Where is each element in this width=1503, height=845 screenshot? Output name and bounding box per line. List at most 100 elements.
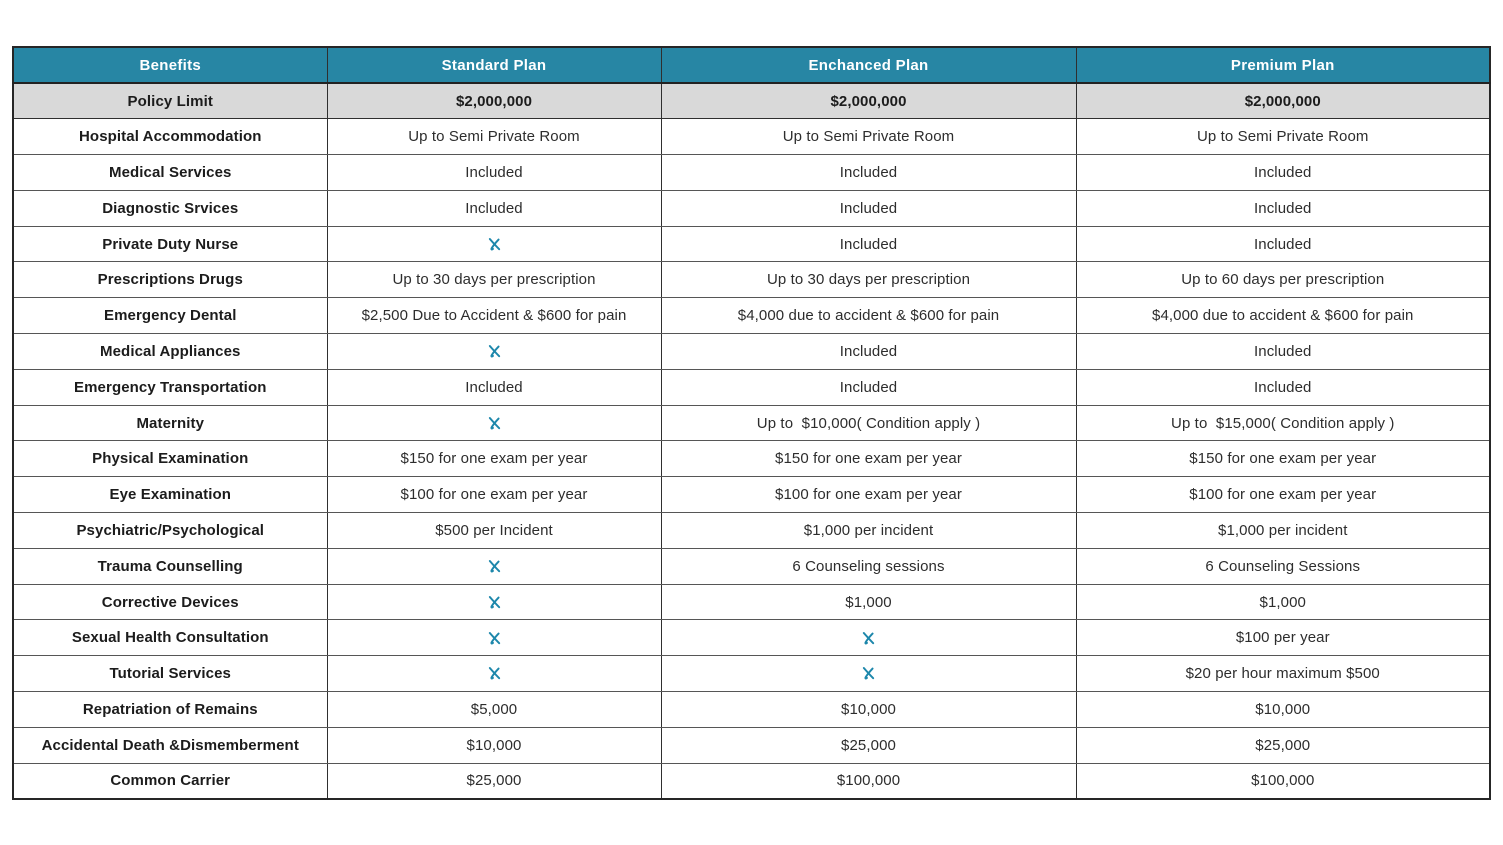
plan-value-cell bbox=[326, 619, 662, 657]
plan-value-cell: $150 for one exam per year bbox=[1075, 440, 1491, 478]
table-row: Maternity Up to $10,000( Condition apply … bbox=[12, 404, 1491, 442]
plan-value-cell: $25,000 bbox=[326, 762, 662, 800]
column-header-premium-plan: Premium Plan bbox=[1075, 46, 1491, 84]
benefit-label: Policy Limit bbox=[12, 82, 328, 120]
plan-value-cell: $4,000 due to accident & $600 for pain bbox=[1075, 297, 1491, 335]
plan-value-cell: $25,000 bbox=[1075, 726, 1491, 764]
table-row: Psychiatric/Psychological $500 per Incide… bbox=[12, 512, 1491, 549]
plan-value-cell: $20 per hour maximum $500 bbox=[1075, 655, 1491, 693]
not-covered-icon bbox=[486, 236, 503, 253]
not-covered-icon bbox=[486, 594, 503, 611]
benefit-label: Psychiatric/Psychological bbox=[12, 512, 328, 549]
plan-value-cell: $1,000 bbox=[660, 583, 1077, 621]
plan-value-cell: Included bbox=[326, 189, 662, 227]
plan-value-cell: Included bbox=[326, 154, 662, 191]
table-row: Policy Limit $2,000,000 $2,000,000 $2,000,0… bbox=[12, 82, 1491, 120]
plan-value-cell: $10,000 bbox=[1075, 691, 1491, 728]
plan-value-cell: Up to Semi Private Room bbox=[326, 118, 662, 156]
benefit-label: Trauma Counselling bbox=[12, 547, 328, 585]
plan-value-cell: Included bbox=[1075, 333, 1491, 370]
benefit-label: Physical Examination bbox=[12, 440, 328, 478]
not-covered-icon bbox=[860, 665, 877, 682]
plan-value-cell bbox=[326, 225, 662, 263]
plan-value-cell: Included bbox=[326, 368, 662, 406]
plan-comparison-table-container: Benefits Standard Plan Enchanced Plan Pr… bbox=[12, 46, 1491, 800]
table-row: Prescriptions Drugs Up to 30 days per pre… bbox=[12, 261, 1491, 299]
table-row: Eye Examination $100 for one exam per yea… bbox=[12, 476, 1491, 514]
plan-value-cell: Up to 60 days per prescription bbox=[1075, 261, 1491, 299]
plan-value-cell: Up to 30 days per prescription bbox=[660, 261, 1077, 299]
plan-value-cell: Included bbox=[1075, 189, 1491, 227]
benefit-label: Prescriptions Drugs bbox=[12, 261, 328, 299]
table-row: Emergency Dental $2,500 Due to Accident &… bbox=[12, 297, 1491, 335]
not-covered-icon bbox=[486, 665, 503, 682]
plan-value-cell: $1,000 per incident bbox=[1075, 512, 1491, 549]
plan-value-cell: $100 for one exam per year bbox=[660, 476, 1077, 514]
benefit-label: Corrective Devices bbox=[12, 583, 328, 621]
plan-value-cell bbox=[326, 333, 662, 370]
plan-value-cell bbox=[326, 404, 662, 442]
plan-value-cell: $500 per Incident bbox=[326, 512, 662, 549]
benefit-label: Diagnostic Srvices bbox=[12, 189, 328, 227]
plan-value-cell: $150 for one exam per year bbox=[326, 440, 662, 478]
table-row: Hospital Accommodation Up to Semi Private… bbox=[12, 118, 1491, 156]
plan-value-cell bbox=[326, 655, 662, 693]
not-covered-icon bbox=[486, 343, 503, 360]
table-row: Emergency Transportation Included Included… bbox=[12, 368, 1491, 406]
plan-value-cell: Up to $10,000( Condition apply ) bbox=[660, 404, 1077, 442]
column-header-benefits: Benefits bbox=[12, 46, 328, 84]
benefit-label: Medical Services bbox=[12, 154, 328, 191]
plan-value-cell: $100 for one exam per year bbox=[1075, 476, 1491, 514]
not-covered-icon bbox=[486, 630, 503, 647]
benefit-label: Maternity bbox=[12, 404, 328, 442]
plan-value-cell: Included bbox=[1075, 225, 1491, 263]
plan-value-cell bbox=[326, 547, 662, 585]
benefit-label: Medical Appliances bbox=[12, 333, 328, 370]
plan-value-cell: $100,000 bbox=[660, 762, 1077, 800]
benefit-label: Emergency Dental bbox=[12, 297, 328, 335]
table-row: Sexual Health Consultation $100 per year bbox=[12, 619, 1491, 657]
plan-value-cell: $10,000 bbox=[326, 726, 662, 764]
benefit-label: Eye Examination bbox=[12, 476, 328, 514]
table-row: Private Duty Nurse Included Included bbox=[12, 225, 1491, 263]
column-header-enchanced-plan: Enchanced Plan bbox=[660, 46, 1077, 84]
plan-value-cell: Up to 30 days per prescription bbox=[326, 261, 662, 299]
not-covered-icon bbox=[486, 415, 503, 432]
table-row: Accidental Death &Dismemberment $10,000 $2… bbox=[12, 726, 1491, 764]
plan-value-cell: 6 Counseling sessions bbox=[660, 547, 1077, 585]
header-row: Benefits Standard Plan Enchanced Plan Pr… bbox=[12, 46, 1491, 84]
benefit-label: Tutorial Services bbox=[12, 655, 328, 693]
plan-value-cell: $1,000 per incident bbox=[660, 512, 1077, 549]
plan-value-cell: $100,000 bbox=[1075, 762, 1491, 800]
plan-value-cell: Up to $15,000( Condition apply ) bbox=[1075, 404, 1491, 442]
plan-value-cell: $150 for one exam per year bbox=[660, 440, 1077, 478]
table-row: Medical Appliances Included Included bbox=[12, 333, 1491, 370]
plan-value-cell: Included bbox=[660, 368, 1077, 406]
table-row: Tutorial Services $20 per hour maximum $5… bbox=[12, 655, 1491, 693]
benefit-label: Emergency Transportation bbox=[12, 368, 328, 406]
table-row: Repatriation of Remains $5,000 $10,000 $10,… bbox=[12, 691, 1491, 728]
plan-value-cell: $2,500 Due to Accident & $600 for pain bbox=[326, 297, 662, 335]
plan-value-cell: Included bbox=[660, 154, 1077, 191]
plan-value-cell: Up to Semi Private Room bbox=[660, 118, 1077, 156]
benefit-label: Accidental Death &Dismemberment bbox=[12, 726, 328, 764]
plan-value-cell: Included bbox=[660, 333, 1077, 370]
table-row: Common Carrier $25,000 $100,000 $100,000 bbox=[12, 762, 1491, 800]
plan-value-cell: $10,000 bbox=[660, 691, 1077, 728]
table-row: Diagnostic Srvices Included Included Includ… bbox=[12, 189, 1491, 227]
plan-value-cell: $2,000,000 bbox=[326, 82, 662, 120]
not-covered-icon bbox=[486, 558, 503, 575]
plan-value-cell: $100 per year bbox=[1075, 619, 1491, 657]
benefit-label: Repatriation of Remains bbox=[12, 691, 328, 728]
plan-value-cell: $100 for one exam per year bbox=[326, 476, 662, 514]
column-header-standard-plan: Standard Plan bbox=[326, 46, 662, 84]
not-covered-icon bbox=[860, 630, 877, 647]
plan-value-cell bbox=[326, 583, 662, 621]
benefit-label: Private Duty Nurse bbox=[12, 225, 328, 263]
benefit-label: Hospital Accommodation bbox=[12, 118, 328, 156]
plan-value-cell: Included bbox=[1075, 154, 1491, 191]
plan-value-cell: $25,000 bbox=[660, 726, 1077, 764]
benefit-label: Common Carrier bbox=[12, 762, 328, 800]
table-row: Corrective Devices $1,000 $1,000 bbox=[12, 583, 1491, 621]
plan-value-cell: $5,000 bbox=[326, 691, 662, 728]
